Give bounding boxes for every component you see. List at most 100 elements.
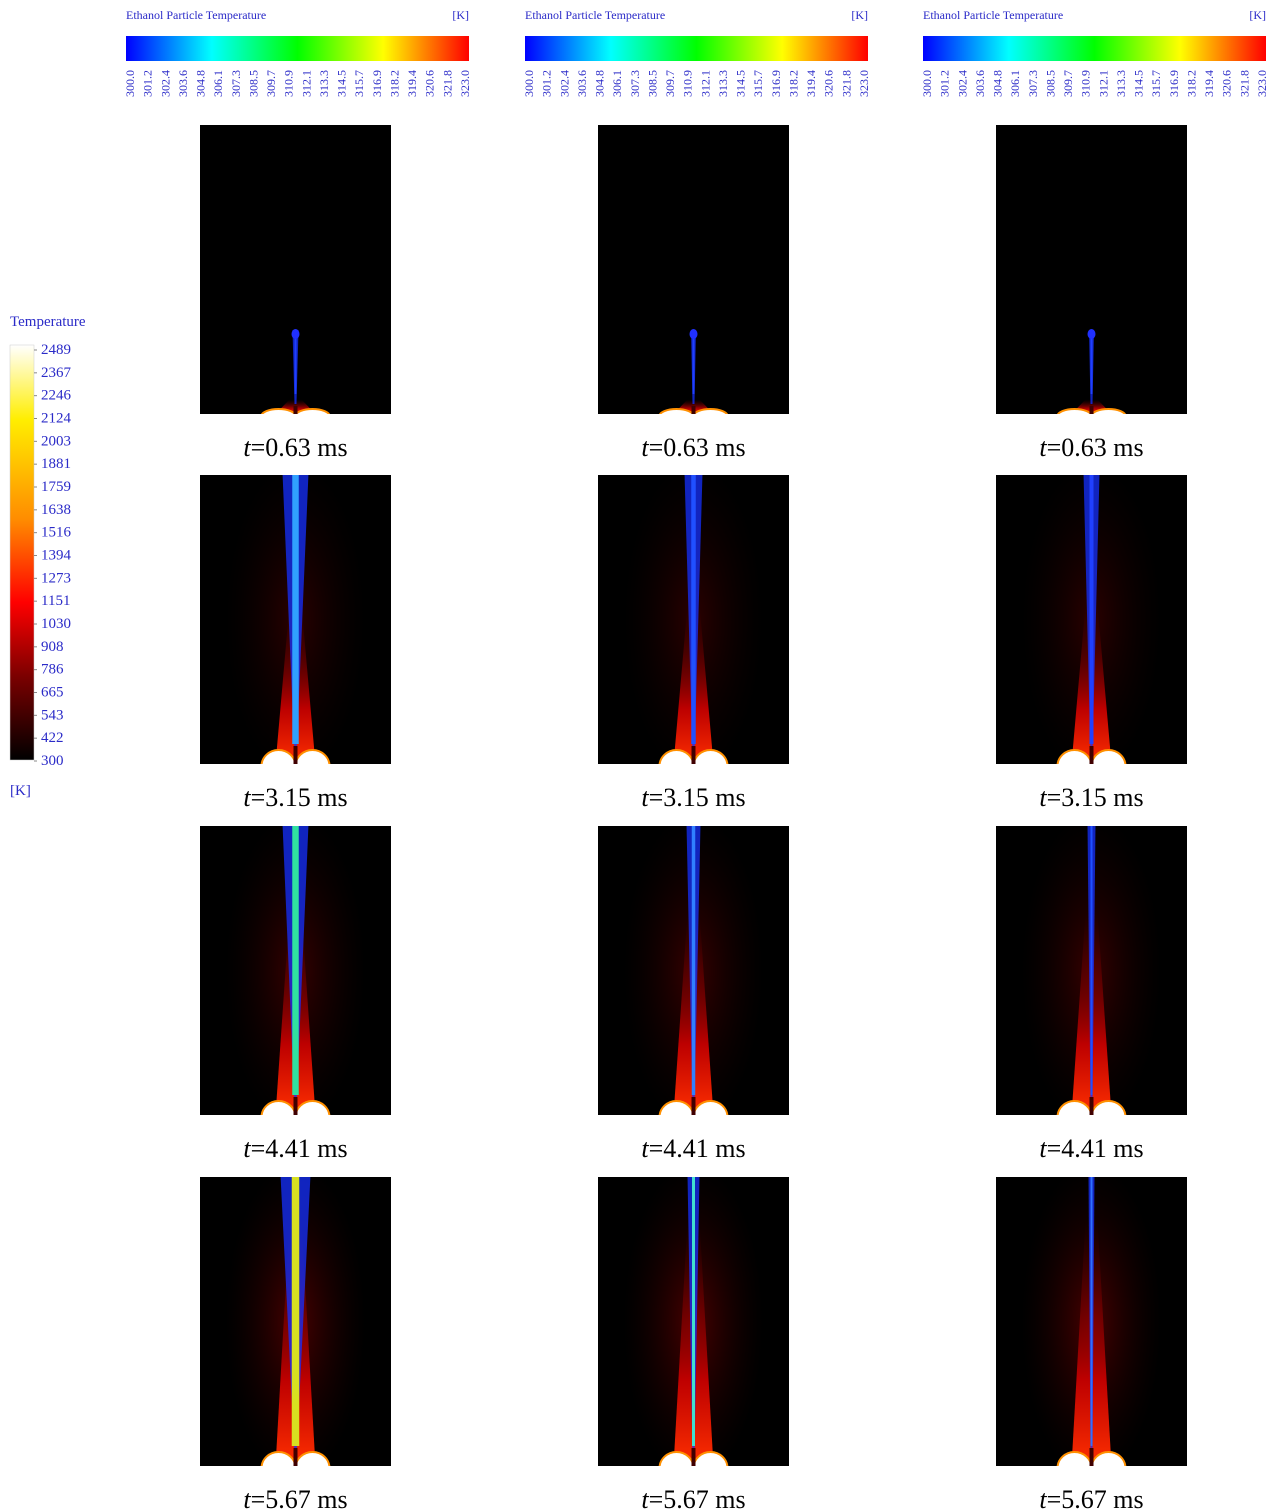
- colorbar-tick-label: 320.6: [1220, 70, 1234, 97]
- colorbar-tick-label: 312.1: [698, 70, 712, 97]
- colorbar-tick-label: 303.6: [973, 70, 987, 97]
- panel-caption: t=5.67 ms: [641, 1485, 745, 1512]
- nozzle-flame: [1092, 1452, 1126, 1484]
- colorbar-tick-label: 306.1: [1008, 70, 1022, 97]
- caption-value: =4.41 ms: [1047, 1134, 1144, 1163]
- simulation-panel: [200, 1163, 391, 1484]
- legend-tick-label: 1030: [41, 616, 71, 632]
- nozzle-gap: [1090, 1448, 1094, 1468]
- colorbar-tick-label: 316.9: [1167, 70, 1181, 97]
- legend-tick-label: 665: [41, 685, 64, 701]
- nozzle-flame: [296, 409, 330, 423]
- colorbar-tick-label: 314.5: [1132, 70, 1146, 97]
- legend-tick-label: 422: [41, 730, 64, 746]
- caption-value: =3.15 ms: [251, 783, 348, 812]
- figure: Ethanol Particle Temperature [K] 300.0 301.…: [0, 0, 1281, 1512]
- legend-tick-label: 2367: [41, 365, 72, 381]
- legend-tick-label: 1881: [41, 456, 71, 472]
- caption-value: =4.41 ms: [251, 1134, 348, 1163]
- colorbar: [126, 36, 469, 61]
- legend-tick-label: 2246: [41, 388, 72, 404]
- simulation-panel: [598, 812, 789, 1133]
- colorbar-tick-label: 321.8: [1237, 70, 1251, 97]
- panel-caption: t=5.67 ms: [243, 1485, 347, 1512]
- nozzle-flame: [296, 1101, 330, 1133]
- colorbar-tick-label: 309.7: [1061, 70, 1075, 97]
- panel-caption: t=3.15 ms: [1039, 783, 1143, 812]
- nozzle-flame: [1092, 1101, 1126, 1133]
- colorbar-tick-label: 315.7: [352, 70, 366, 97]
- colorbar-tick-label: 304.8: [991, 70, 1005, 97]
- colorbar-tick-label: 302.4: [557, 70, 571, 97]
- colorbar-tick-label: 312.1: [299, 70, 313, 97]
- panel-caption: t=0.63 ms: [641, 433, 745, 462]
- nozzle-gap: [692, 406, 696, 426]
- colorbar-tick-label: 308.5: [246, 70, 260, 97]
- colorbar-title: Ethanol Particle Temperature: [525, 8, 665, 22]
- colorbar-tick-label: 300.0: [920, 70, 934, 97]
- colorbar-tick-label: 304.8: [194, 70, 208, 97]
- colorbar-tick-label: 306.1: [211, 70, 225, 97]
- simulation-panel: [996, 125, 1187, 426]
- nozzle-flame: [694, 409, 728, 423]
- colorbar-unit: [K]: [1249, 8, 1266, 22]
- colorbar-tick-label: 320.6: [822, 70, 836, 97]
- colorbar-tick-label: 301.2: [938, 70, 952, 97]
- caption-value: =0.63 ms: [1047, 433, 1144, 462]
- nozzle-flame: [262, 1101, 296, 1133]
- simulation-panel: [200, 125, 391, 426]
- panel-caption: t=4.41 ms: [243, 1134, 347, 1163]
- panel-caption: t=3.15 ms: [641, 783, 745, 812]
- colorbar-tick-label: 323.0: [458, 70, 472, 97]
- colorbar-tick-label: 301.2: [141, 70, 155, 97]
- colorbar-tick-label: 307.3: [628, 70, 642, 97]
- colorbar-tick-label: 319.4: [804, 70, 818, 97]
- colorbar-tick-label: 313.3: [317, 70, 331, 97]
- colorbar-tick-label: 313.3: [716, 70, 730, 97]
- legend-tick-label: 1638: [41, 502, 71, 518]
- colorbar-tick-label: 312.1: [1096, 70, 1110, 97]
- colorbar-tick-label: 318.2: [387, 70, 401, 97]
- legend-tick-label: 908: [41, 639, 64, 655]
- simulation-panel: [598, 1163, 789, 1484]
- caption-value: =3.15 ms: [649, 783, 746, 812]
- colorbar-tick-label: 306.1: [610, 70, 624, 97]
- panel-caption: t=0.63 ms: [243, 433, 347, 462]
- legend-title: Temperature: [10, 314, 86, 330]
- colorbar-tick-label: 323.0: [857, 70, 871, 97]
- colorbar-tick-label: 323.0: [1255, 70, 1269, 97]
- nozzle-gap: [692, 746, 696, 766]
- legend-tick-label: 1394: [41, 548, 72, 564]
- nozzle-flame: [660, 1101, 694, 1133]
- colorbar-tick-label: 310.9: [282, 70, 296, 97]
- colorbar-tick-label: 315.7: [1149, 70, 1163, 97]
- legend-tick-label: 2003: [41, 433, 71, 449]
- panel-caption: t=5.67 ms: [1039, 1485, 1143, 1512]
- spray-tip: [690, 329, 698, 339]
- nozzle-gap: [1090, 746, 1094, 766]
- colorbar-tick-label: 304.8: [593, 70, 607, 97]
- nozzle-flame: [694, 1101, 728, 1133]
- simulation-panel: [996, 461, 1187, 782]
- caption-value: =0.63 ms: [251, 433, 348, 462]
- caption-value: =0.63 ms: [649, 433, 746, 462]
- colorbar-tick-label: 301.2: [540, 70, 554, 97]
- simulation-panel: [200, 461, 391, 782]
- legend-tick-label: 1151: [41, 593, 70, 609]
- nozzle-flame: [1092, 750, 1126, 782]
- legend-tick-label: 1759: [41, 479, 71, 495]
- colorbar-tick-label: 302.4: [158, 70, 172, 97]
- caption-value: =3.15 ms: [1047, 783, 1144, 812]
- colorbar-tick-label: 316.9: [769, 70, 783, 97]
- colorbar-title: Ethanol Particle Temperature: [923, 8, 1063, 22]
- colorbar-tick-label: 321.8: [839, 70, 853, 97]
- colorbar-tick-label: 313.3: [1114, 70, 1128, 97]
- nozzle-flame: [660, 409, 694, 423]
- legend-unit: [K]: [10, 783, 31, 799]
- colorbar-tick-label: 319.4: [1202, 70, 1216, 97]
- colorbar-tick-label: 302.4: [955, 70, 969, 97]
- colorbar-tick-label: 303.6: [575, 70, 589, 97]
- colorbar-unit: [K]: [452, 8, 469, 22]
- colorbar-tick-label: 308.5: [645, 70, 659, 97]
- colorbar: [923, 36, 1266, 61]
